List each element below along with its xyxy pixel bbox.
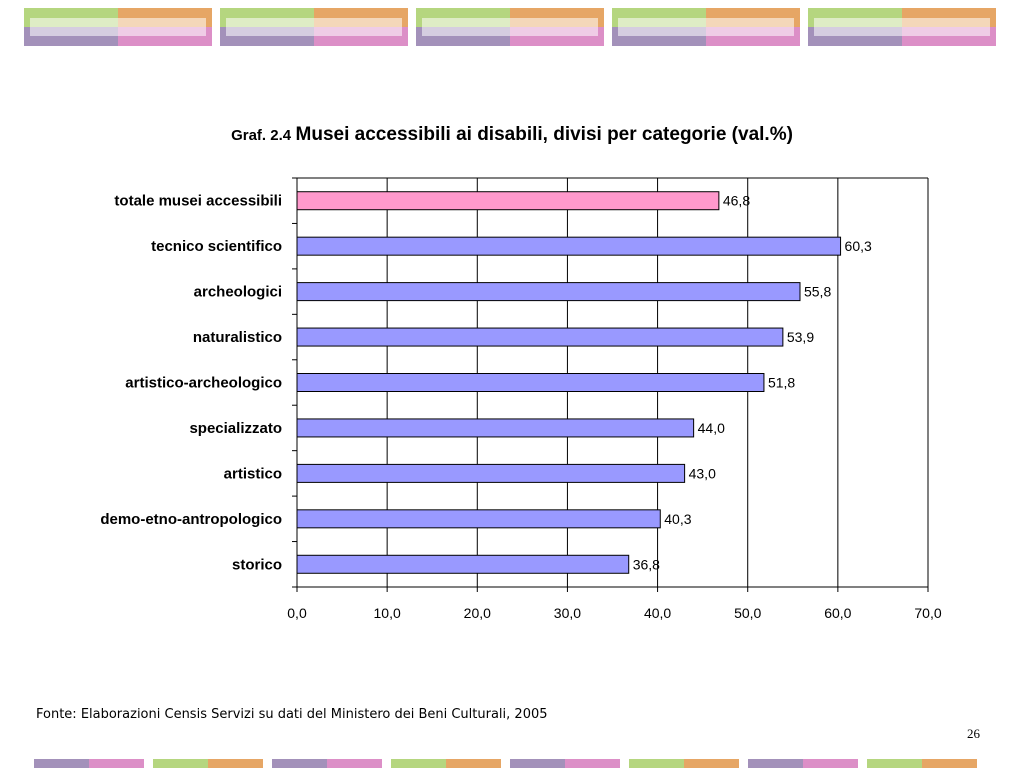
bottom-decoration-block (272, 759, 382, 768)
top-decoration-bar (24, 8, 996, 46)
top-decoration-block (24, 8, 212, 46)
value-label: 51,8 (768, 375, 795, 391)
decoration-right-segment (89, 759, 144, 768)
decoration-left-segment (748, 759, 803, 768)
category-label: artistico (224, 465, 282, 482)
x-tick-label: 10,0 (374, 605, 401, 621)
bottom-decoration-block (510, 759, 620, 768)
value-label: 55,8 (804, 284, 831, 300)
x-tick-label: 70,0 (914, 605, 941, 621)
value-label: 46,8 (723, 193, 750, 209)
category-label: storico (232, 556, 282, 573)
decoration-left-segment (629, 759, 684, 768)
value-label: 43,0 (689, 465, 716, 481)
x-tick-label: 0,0 (287, 605, 307, 621)
decoration-right-segment (684, 759, 739, 768)
value-label: 40,3 (664, 511, 691, 527)
bar-chart: 0,0 10,0 20,0 30,0 40,0 50,0 60,0 70,0 totale mu… (100, 177, 942, 621)
x-tick-label: 20,0 (464, 605, 491, 621)
x-tick-label: 50,0 (734, 605, 761, 621)
bar (296, 463, 686, 483)
top-decoration-block (612, 8, 800, 46)
category-label: artistico-archeologico (125, 375, 282, 392)
chart-title-prefix: Graf. 2.4 (231, 127, 292, 144)
bottom-decoration-block (867, 759, 977, 768)
decoration-left-segment (272, 759, 327, 768)
bar (296, 236, 842, 256)
chart-title-text: Musei accessibili ai disabili, divisi pe… (295, 124, 793, 145)
decoration-left-segment (510, 759, 565, 768)
decoration-right-segment (565, 759, 620, 768)
bottom-decoration-block (748, 759, 858, 768)
category-label: specializzato (189, 420, 282, 437)
bar (296, 554, 630, 574)
source-note: Fonte: Elaborazioni Censis Servizi su da… (36, 707, 548, 722)
value-label: 36,8 (633, 556, 660, 572)
bar (296, 191, 720, 211)
top-decoration-block (220, 8, 408, 46)
decoration-right-segment (208, 759, 263, 768)
decoration-light-band (226, 18, 402, 36)
category-label: totale musei accessibili (114, 193, 282, 210)
decoration-light-band (814, 18, 990, 36)
decoration-right-segment (446, 759, 501, 768)
decoration-left-segment (153, 759, 208, 768)
bottom-decoration-block (629, 759, 739, 768)
chart-title: Graf. 2.4 Musei accessibili ai disabili,… (0, 124, 1024, 146)
page-number: 26 (967, 726, 980, 741)
decoration-light-band (422, 18, 598, 36)
bar (296, 418, 695, 438)
decoration-left-segment (34, 759, 89, 768)
value-label: 60,3 (845, 238, 872, 254)
category-label: naturalistico (193, 329, 282, 346)
x-tick-label: 30,0 (554, 605, 581, 621)
bottom-decoration-block (34, 759, 144, 768)
decoration-light-band (30, 18, 206, 36)
decoration-light-band (618, 18, 794, 36)
x-tick-label: 60,0 (824, 605, 851, 621)
bar (296, 509, 661, 529)
category-label: archeologici (194, 284, 282, 301)
category-label: demo-etno-antropologico (100, 511, 282, 528)
decoration-right-segment (803, 759, 858, 768)
decoration-right-segment (922, 759, 977, 768)
decoration-left-segment (391, 759, 446, 768)
bottom-decoration-block (391, 759, 501, 768)
top-decoration-block (416, 8, 604, 46)
decoration-left-segment (867, 759, 922, 768)
value-label: 44,0 (698, 420, 725, 436)
bar (296, 373, 765, 392)
category-label: tecnico scientifico (151, 238, 282, 255)
bar (296, 327, 784, 347)
bar (296, 282, 801, 302)
top-decoration-block (808, 8, 996, 46)
decoration-right-segment (327, 759, 382, 768)
bottom-decoration-bar (34, 759, 977, 768)
x-tick-label: 40,0 (644, 605, 671, 621)
bottom-decoration-block (153, 759, 263, 768)
value-label: 53,9 (787, 329, 814, 345)
